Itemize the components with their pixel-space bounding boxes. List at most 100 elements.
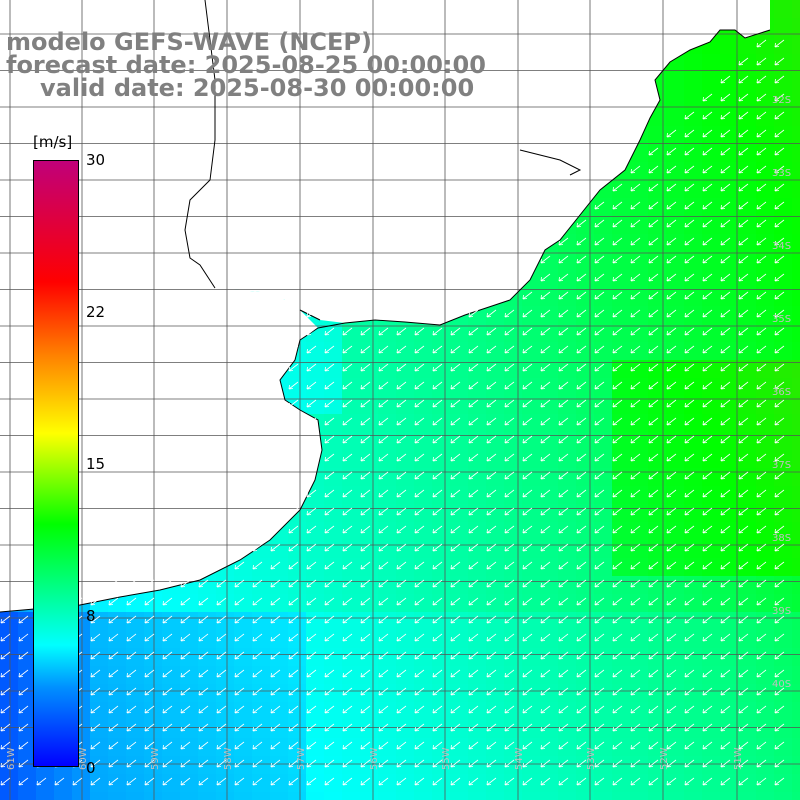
wind-cell (432, 414, 450, 432)
wind-arrow (612, 471, 623, 480)
wind-arrow (702, 615, 713, 624)
wind-cell (792, 180, 800, 198)
wind-arrow (702, 597, 713, 606)
wind-cell (126, 684, 144, 702)
wind-cell (702, 306, 720, 324)
wind-arrow (612, 435, 623, 444)
wind-arrow (270, 633, 281, 642)
wind-arrow (702, 687, 713, 696)
wind-cell (468, 648, 486, 666)
wind-arrow (468, 489, 479, 498)
wind-arrow (270, 543, 281, 552)
wind-cell (648, 324, 666, 342)
wind-cell (774, 0, 792, 18)
wind-cell (576, 342, 594, 360)
wind-arrow (630, 219, 641, 228)
wind-arrow (18, 741, 29, 750)
wind-cell (234, 612, 252, 630)
wind-cell (774, 774, 792, 792)
wind-cell (378, 594, 396, 612)
wind-arrow (378, 687, 389, 696)
wind-arrow (594, 507, 605, 516)
wind-cell (666, 756, 684, 774)
wind-arrow (540, 723, 551, 732)
wind-cell (522, 522, 540, 540)
wind-cell (504, 774, 522, 792)
wind-cell (360, 540, 378, 558)
wind-cell (378, 414, 396, 432)
colorbar-units: [m/s] (33, 133, 73, 151)
wind-arrow (702, 363, 713, 372)
wind-cell (558, 468, 576, 486)
wind-arrow (684, 561, 695, 570)
wind-arrow (108, 651, 119, 660)
wind-arrow (774, 777, 785, 786)
wind-cell (306, 684, 324, 702)
wind-cell (648, 252, 666, 270)
wind-cell (486, 738, 504, 756)
wind-cell (756, 792, 774, 800)
wind-arrow (666, 165, 677, 174)
wind-cell (126, 792, 144, 800)
wind-cell (450, 342, 468, 360)
wind-cell (594, 594, 612, 612)
wind-arrow (648, 489, 659, 498)
wind-cell (702, 450, 720, 468)
wind-cell (720, 594, 738, 612)
wind-arrow (216, 705, 227, 714)
wind-arrow (504, 363, 515, 372)
wind-cell (774, 756, 792, 774)
wind-cell (702, 432, 720, 450)
wind-arrow (684, 507, 695, 516)
wind-cell (612, 414, 630, 432)
wind-cell (684, 432, 702, 450)
wind-cell (702, 144, 720, 162)
wind-cell (576, 414, 594, 432)
wind-cell (234, 576, 252, 594)
wind-arrow (180, 759, 191, 768)
wind-cell (162, 702, 180, 720)
wind-arrow (360, 291, 371, 300)
wind-arrow (468, 363, 479, 372)
wind-cell (18, 774, 36, 792)
wind-cell (792, 252, 800, 270)
wind-cell (144, 702, 162, 720)
wind-cell (504, 594, 522, 612)
wind-cell (648, 234, 666, 252)
wind-cell (468, 612, 486, 630)
wind-cell (540, 738, 558, 756)
wind-arrow (342, 291, 353, 300)
wind-arrow (540, 489, 551, 498)
wind-arrow (504, 723, 515, 732)
wind-cell (666, 684, 684, 702)
wind-cell (630, 306, 648, 324)
wind-cell (792, 234, 800, 252)
wind-arrow (450, 525, 461, 534)
wind-arrow (684, 273, 695, 282)
wind-arrow (648, 165, 659, 174)
wind-arrow (216, 579, 227, 588)
wind-cell (522, 378, 540, 396)
wind-cell (360, 378, 378, 396)
wind-arrow (702, 93, 713, 102)
wind-cell (378, 720, 396, 738)
wind-arrow (702, 741, 713, 750)
wind-arrow (486, 687, 497, 696)
wind-arrow (648, 471, 659, 480)
wind-arrow (414, 615, 425, 624)
wind-arrow (558, 579, 569, 588)
wind-cell (324, 360, 342, 378)
wind-cell (324, 378, 342, 396)
wind-arrow (774, 327, 785, 336)
wind-cell (756, 630, 774, 648)
wind-arrow (342, 471, 353, 480)
wind-cell (594, 396, 612, 414)
wind-arrow (666, 723, 677, 732)
wind-cell (324, 396, 342, 414)
wind-arrow (594, 345, 605, 354)
wind-arrow (360, 309, 371, 318)
wind-cell (612, 450, 630, 468)
wind-cell (342, 684, 360, 702)
wind-cell (774, 270, 792, 288)
wind-cell (252, 558, 270, 576)
